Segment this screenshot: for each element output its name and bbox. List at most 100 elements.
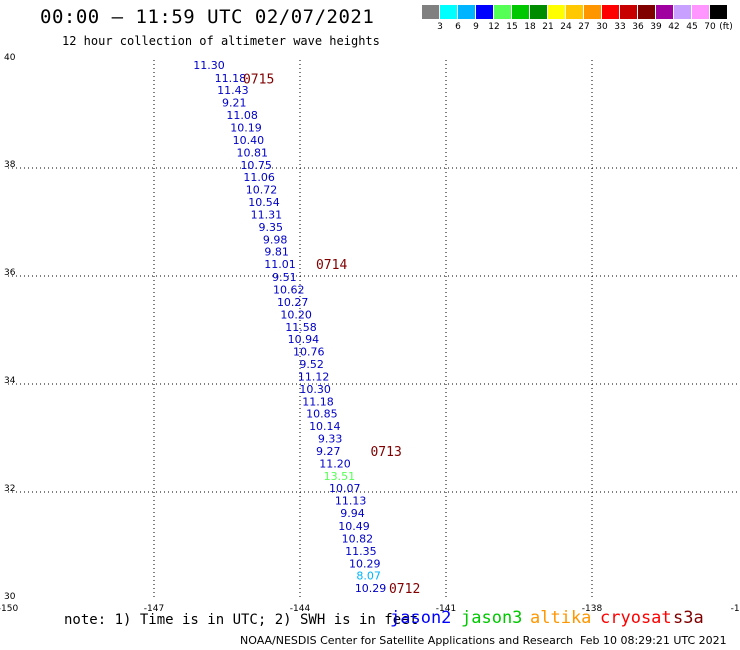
wave-height-label: 10.07 xyxy=(329,482,361,495)
wave-height-label: 9.94 xyxy=(340,507,365,520)
mission-jason2: jason2 xyxy=(390,608,452,628)
footer-credit: NOAA/NESDIS Center for Satellite Applica… xyxy=(240,634,574,647)
wave-height-label: 10.40 xyxy=(233,134,265,147)
color-swatch xyxy=(710,5,727,19)
color-swatch xyxy=(584,5,601,19)
wave-height-label: 9.52 xyxy=(299,358,324,371)
lat-tick-label: 38 xyxy=(4,160,16,170)
color-swatch xyxy=(530,5,547,19)
wave-height-label: 11.12 xyxy=(298,370,330,383)
lat-tick-label: 40 xyxy=(4,53,16,63)
color-scale-label: 42 xyxy=(668,22,680,32)
color-scale-label: 36 xyxy=(632,22,644,32)
color-swatch xyxy=(476,5,493,19)
wave-height-label: 10.75 xyxy=(240,159,272,172)
lon-tick-label: -141 xyxy=(436,604,456,614)
wave-height-label: 11.35 xyxy=(345,545,377,558)
mission-jason3: jason3 xyxy=(461,608,523,628)
wave-height-label: 13.51 xyxy=(324,470,356,483)
wave-height-label: 10.72 xyxy=(246,184,278,197)
wave-height-label: 10.29 xyxy=(349,557,381,570)
color-swatch xyxy=(656,5,673,19)
lat-tick-label: 32 xyxy=(4,484,15,494)
wave-height-label: 10.94 xyxy=(288,333,320,346)
wave-height-label: 8.07 xyxy=(356,570,381,583)
lat-tick-label: 34 xyxy=(4,376,16,386)
color-swatch xyxy=(638,5,655,19)
lon-tick-label: -150 xyxy=(0,604,18,614)
wave-height-label: 11.31 xyxy=(251,208,283,221)
wave-height-label: 10.82 xyxy=(342,532,374,545)
color-scale-label: 18 xyxy=(524,22,536,32)
wave-height-label: 10.81 xyxy=(237,146,269,159)
color-swatch xyxy=(692,5,709,19)
lat-tick-label: 36 xyxy=(4,268,16,278)
map-axis-labels: -150 -147 -144 -141 -138 -13 30 32 34 36 38 40 xyxy=(0,53,740,614)
wave-height-label: 9.51 xyxy=(272,271,297,284)
pass-time-label: 0715 xyxy=(243,72,274,87)
wave-height-label: 9.98 xyxy=(263,233,288,246)
color-swatch xyxy=(458,5,475,19)
wave-height-label: 11.58 xyxy=(285,321,317,334)
units-note: note: 1) Time is in UTC; 2) SWH is in fe… xyxy=(64,612,419,628)
wave-height-label: 11.43 xyxy=(217,84,249,97)
wave-height-label: 10.85 xyxy=(306,408,338,421)
map-title: 00:00 – 11:59 UTC 02/07/2021 xyxy=(40,6,375,28)
color-scale-label: 39 xyxy=(650,22,662,32)
color-swatch xyxy=(494,5,511,19)
color-scale-label: 12 xyxy=(488,22,500,32)
map-subtitle: 12 hour collection of altimeter wave hei… xyxy=(62,34,380,48)
color-scale-label: 30 xyxy=(596,22,608,32)
color-scale-label: (ft) xyxy=(719,22,733,32)
wave-height-label: 9.27 xyxy=(316,445,341,458)
wave-height-label: 10.30 xyxy=(299,383,331,396)
map-grid xyxy=(8,60,738,600)
color-scale-label: 15 xyxy=(506,22,518,32)
color-scale-label: 70 xyxy=(704,22,716,32)
color-swatch xyxy=(620,5,637,19)
color-swatch xyxy=(566,5,583,19)
color-scale-label: 33 xyxy=(614,22,626,32)
wave-height-label: 11.13 xyxy=(335,495,367,508)
wave-height-label: 9.33 xyxy=(318,433,343,446)
wave-height-label: 10.29 xyxy=(355,582,387,595)
lon-tick-label: -138 xyxy=(582,604,603,614)
mission-cryosat: cryosat xyxy=(600,608,672,628)
wave-height-label: 9.81 xyxy=(264,246,289,259)
wave-height-label: 9.35 xyxy=(259,221,284,234)
color-scale-label: 24 xyxy=(560,22,572,32)
color-swatch xyxy=(674,5,691,19)
lon-tick-label: -13 xyxy=(731,604,740,614)
pass-time-label: 0712 xyxy=(389,582,420,597)
color-swatch xyxy=(422,5,439,19)
wave-height-points: 11.3011.1811.439.2111.0810.1910.4010.811… xyxy=(193,59,386,595)
color-scale-label: 6 xyxy=(455,22,461,32)
wave-height-label: 10.14 xyxy=(309,420,341,433)
color-scale-label: 3 xyxy=(437,22,443,32)
wave-height-label: 10.19 xyxy=(230,122,262,135)
wave-height-label: 10.54 xyxy=(248,196,280,209)
wave-height-label: 10.49 xyxy=(338,520,370,533)
lon-tick-label: -147 xyxy=(144,604,164,614)
wave-height-label: 11.06 xyxy=(243,171,275,184)
pass-time-label: 0714 xyxy=(316,258,347,273)
color-scale-label: 21 xyxy=(542,22,554,32)
color-scale-label: 27 xyxy=(578,22,590,32)
lat-tick-label: 30 xyxy=(4,592,16,602)
wave-height-label: 10.27 xyxy=(277,296,309,309)
wave-height-label: 11.18 xyxy=(302,395,334,408)
wave-height-label: 11.20 xyxy=(319,457,351,470)
pass-time-labels: 0715 0714 0713 0712 xyxy=(243,72,420,597)
wave-height-label: 10.20 xyxy=(280,308,312,321)
color-swatch xyxy=(512,5,529,19)
mission-s3a: s3a xyxy=(673,608,704,628)
wave-height-label: 9.21 xyxy=(222,97,247,110)
wave-height-label: 11.01 xyxy=(264,258,296,271)
color-swatch xyxy=(548,5,565,19)
pass-time-label: 0713 xyxy=(370,445,401,460)
wave-height-label: 11.18 xyxy=(215,72,247,85)
color-scale-label: 45 xyxy=(686,22,698,32)
color-scale-label: 9 xyxy=(473,22,479,32)
color-swatch xyxy=(440,5,457,19)
